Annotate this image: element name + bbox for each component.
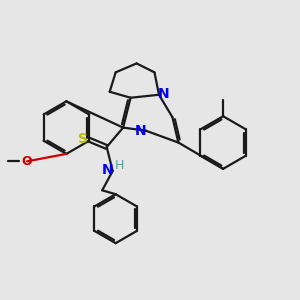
Text: O: O: [22, 155, 32, 168]
Text: S: S: [78, 132, 88, 146]
Text: N: N: [135, 124, 147, 138]
Text: H: H: [115, 159, 124, 172]
Text: N: N: [102, 163, 113, 177]
Text: N: N: [157, 87, 169, 100]
